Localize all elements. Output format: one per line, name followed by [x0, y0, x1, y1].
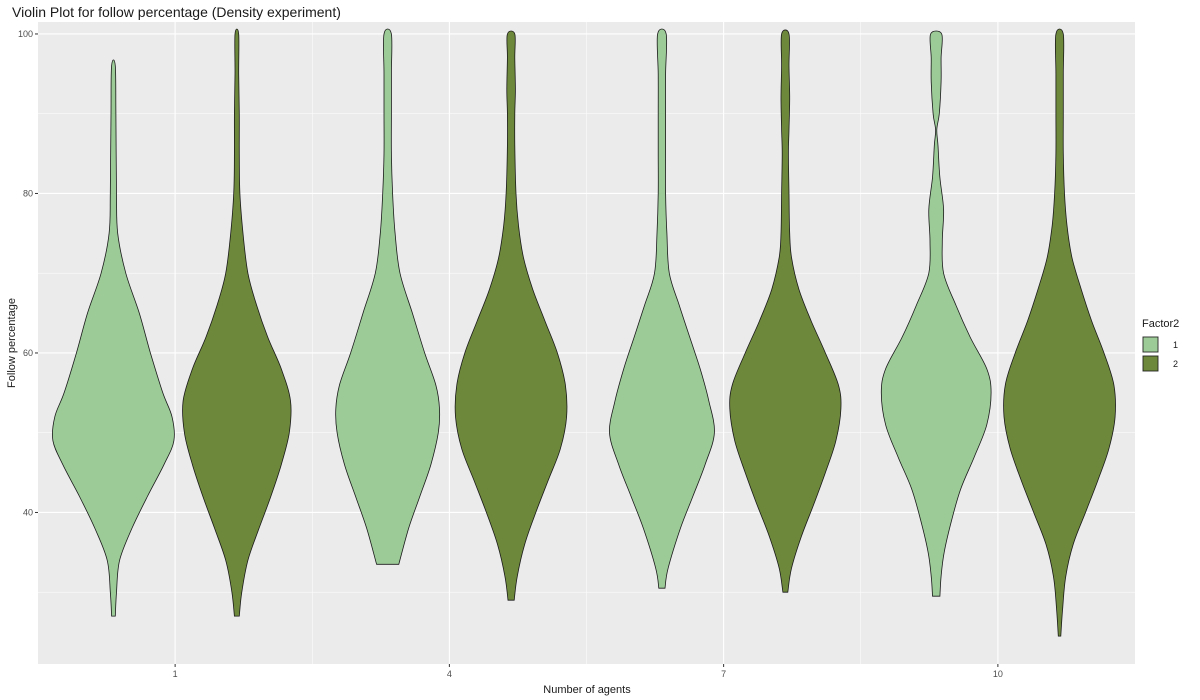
x-tick-label: 1 [173, 669, 178, 679]
legend-swatch-2 [1142, 355, 1159, 372]
violin-group-7-factor-1 [609, 28, 715, 589]
y-tick-label: 40 [23, 507, 33, 517]
violin-group-1-factor-2 [182, 28, 292, 617]
x-tick-label: 10 [993, 669, 1003, 679]
violin-group-4-factor-2 [454, 30, 568, 601]
violins [51, 28, 1116, 637]
x-axis: 1 4 7 10 [173, 664, 1003, 679]
y-axis-title: Follow percentage [6, 298, 18, 388]
violin-group-7-factor-2 [729, 29, 842, 593]
y-tick-label: 80 [23, 188, 33, 198]
legend-swatch-1 [1142, 336, 1159, 353]
legend-title: Factor2 [1142, 318, 1179, 330]
violin-group-10-factor-2 [1003, 28, 1116, 637]
violin-group-10-factor-1 [880, 30, 992, 597]
x-axis-title: Number of agents [543, 684, 631, 696]
x-tick-label: 7 [721, 669, 726, 679]
violin-group-1-factor-1 [51, 59, 175, 617]
chart-title: Violin Plot for follow percentage (Densi… [12, 4, 341, 20]
y-tick-label: 60 [23, 348, 33, 358]
legend-label-2: 2 [1173, 359, 1178, 369]
y-axis: 40 60 80 100 [18, 29, 38, 517]
x-tick-label: 4 [447, 669, 452, 679]
y-tick-label: 100 [18, 29, 33, 39]
legend-label-1: 1 [1173, 340, 1178, 350]
legend: Factor2 1 2 [1142, 318, 1179, 372]
violin-group-4-factor-1 [335, 28, 441, 565]
